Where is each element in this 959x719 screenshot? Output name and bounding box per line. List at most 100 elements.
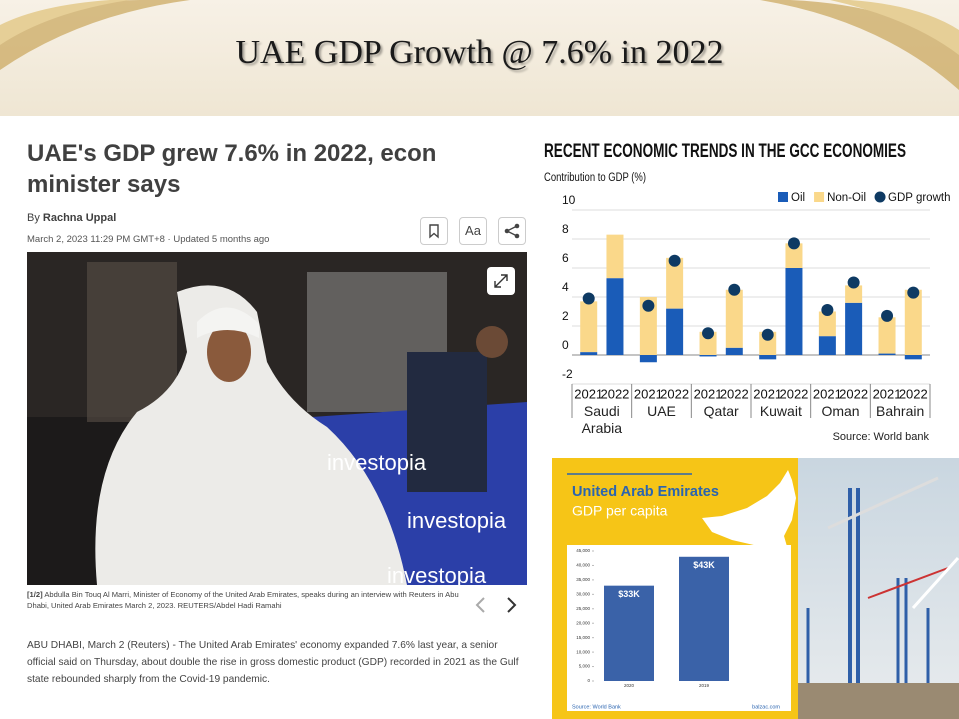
author[interactable]: Rachna Uppal bbox=[42, 212, 117, 224]
bar-segment bbox=[904, 355, 922, 360]
y-tick-label: -2 bbox=[562, 367, 573, 381]
gcc-chart: RECENT ECONOMIC TRENDS IN THE GCC ECONOM… bbox=[544, 141, 950, 443]
growth-dot bbox=[642, 299, 655, 312]
growth-dot bbox=[702, 327, 715, 340]
slide-title: UAE GDP Growth @ 7.6% in 2022 bbox=[235, 34, 724, 71]
bar-segment bbox=[845, 285, 863, 303]
bar bbox=[679, 556, 729, 681]
bar-segment bbox=[639, 355, 657, 363]
x-tick-label: 2021 bbox=[574, 386, 603, 401]
bar-segment bbox=[580, 301, 598, 353]
growth-dot bbox=[761, 328, 774, 341]
y-tick-label: 20,000 bbox=[576, 620, 590, 625]
bar-segment bbox=[580, 352, 598, 355]
bar-segment bbox=[666, 257, 684, 309]
text-size-button[interactable]: Aa bbox=[459, 217, 487, 245]
group-label: Qatar bbox=[703, 403, 739, 419]
legend-swatch bbox=[778, 192, 788, 202]
headline: UAE's GDP grew 7.6% in 2022, econ minist… bbox=[27, 140, 437, 198]
construction-photo bbox=[798, 458, 959, 719]
bar-segment bbox=[725, 347, 743, 355]
prev-arrow[interactable] bbox=[475, 597, 485, 613]
group-label: Oman bbox=[821, 403, 860, 419]
bar-segment bbox=[606, 278, 624, 355]
caption-text: Abdulla Bin Touq Al Marri, Minister of E… bbox=[27, 590, 459, 610]
growth-dot bbox=[907, 286, 920, 299]
chart-subtitle: GDP per capita bbox=[572, 503, 668, 519]
article-photo: investopia investopia investopia bbox=[27, 252, 527, 585]
chart-credit: balzac.com bbox=[752, 704, 780, 710]
y-tick-label: 5,000 bbox=[579, 664, 591, 669]
y-tick-label: 0 bbox=[587, 678, 590, 683]
bar-segment bbox=[725, 289, 743, 348]
chart-subtitle: Contribution to GDP (%) bbox=[544, 172, 646, 184]
x-tick-label: 2022 bbox=[720, 386, 749, 401]
legend-swatch bbox=[814, 192, 825, 202]
y-tick-label: 2 bbox=[562, 309, 569, 323]
x-tick-label: 2021 bbox=[813, 386, 842, 401]
group-label: Kuwait bbox=[759, 403, 802, 419]
y-tick-label: 45,000 bbox=[576, 548, 590, 553]
growth-dot bbox=[582, 292, 595, 305]
y-tick-label: 15,000 bbox=[576, 635, 590, 640]
legend-label: Non-Oil bbox=[827, 192, 866, 204]
x-tick-label: 2019 bbox=[699, 683, 710, 688]
bar-segment bbox=[904, 289, 922, 355]
value-label: $43K bbox=[693, 560, 715, 570]
bar bbox=[604, 585, 654, 681]
photo-caption: [1/2] Abdulla Bin Touq Al Marri, Ministe… bbox=[27, 589, 467, 611]
y-tick-label: 10,000 bbox=[576, 649, 590, 654]
y-tick-label: 10 bbox=[562, 193, 576, 207]
bar-segment bbox=[878, 317, 896, 354]
group-label: UAE bbox=[647, 403, 676, 419]
x-tick-label: 2021 bbox=[634, 386, 663, 401]
bar-segment bbox=[606, 234, 624, 279]
growth-dot bbox=[787, 237, 800, 250]
bookmark-button[interactable] bbox=[420, 217, 448, 245]
y-tick-label: 40,000 bbox=[576, 563, 590, 568]
value-label: $33K bbox=[618, 589, 640, 599]
y-tick-label: 4 bbox=[562, 280, 569, 294]
byline-prefix: By bbox=[27, 212, 40, 224]
dateline: March 2, 2023 11:29 PM GMT+8 · Updated 5… bbox=[27, 234, 270, 245]
photo-sign: investopia bbox=[327, 450, 427, 475]
legend-label: GDP growth bbox=[888, 192, 950, 204]
x-tick-label: 2022 bbox=[660, 386, 689, 401]
bar-segment bbox=[699, 331, 717, 355]
share-button[interactable] bbox=[498, 217, 526, 245]
group-label: Bahrain bbox=[876, 403, 925, 419]
chart-source: Source: World Bank bbox=[572, 704, 621, 710]
bar-segment bbox=[785, 268, 803, 355]
bar-segment bbox=[818, 311, 836, 337]
x-tick-label: 2020 bbox=[624, 683, 635, 688]
y-tick-label: 25,000 bbox=[576, 606, 590, 611]
share-icon bbox=[504, 223, 520, 239]
y-tick-label: 35,000 bbox=[576, 577, 590, 582]
caption-counter: [1/2] bbox=[27, 590, 43, 599]
bar-segment bbox=[818, 336, 836, 355]
photo-sign: investopia bbox=[407, 508, 507, 533]
group-label: Saudi Arabia bbox=[581, 403, 623, 436]
x-tick-label: 2021 bbox=[694, 386, 723, 401]
bar-segment bbox=[759, 355, 777, 360]
chart-source: Source: World bank bbox=[833, 431, 930, 443]
growth-dot bbox=[728, 283, 741, 296]
header-decoration bbox=[0, 0, 959, 90]
photo-sign: investopia bbox=[387, 563, 487, 585]
growth-dot bbox=[847, 276, 860, 289]
byline: By Rachna Uppal bbox=[27, 212, 116, 224]
growth-dot bbox=[881, 309, 894, 322]
bar-segment bbox=[785, 243, 803, 268]
y-tick-label: 6 bbox=[562, 251, 569, 265]
y-tick-label: 8 bbox=[562, 222, 569, 236]
bar-segment bbox=[666, 308, 684, 355]
bar-segment bbox=[878, 353, 896, 355]
gallery-arrows bbox=[475, 597, 517, 613]
x-tick-label: 2022 bbox=[899, 386, 928, 401]
uae-chart: United Arab Emirates GDP per capita Sour… bbox=[552, 458, 798, 719]
header bbox=[0, 0, 959, 116]
chart-title: United Arab Emirates bbox=[572, 484, 719, 500]
next-arrow[interactable] bbox=[507, 597, 517, 613]
x-tick-label: 2022 bbox=[600, 386, 629, 401]
